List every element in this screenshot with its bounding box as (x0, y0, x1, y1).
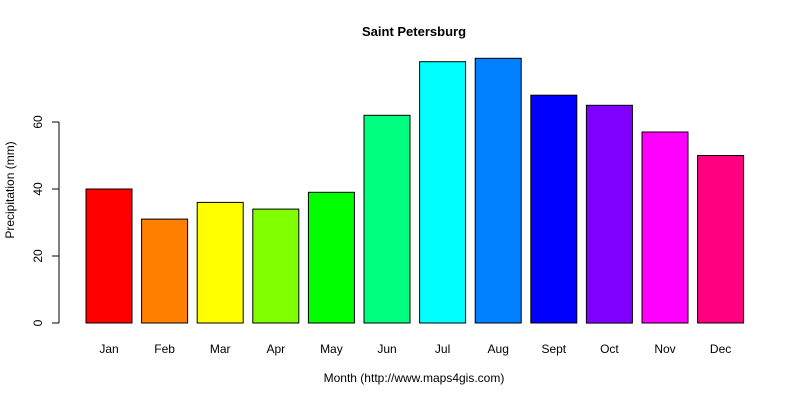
x-tick-label: Mar (210, 342, 231, 356)
x-axis-label: Month (http://www.maps4gis.com) (324, 371, 505, 385)
x-tick-label: Aug (488, 342, 509, 356)
y-tick-label: 60 (31, 115, 45, 129)
x-tick-label: Sept (541, 342, 566, 356)
bar-sept (530, 94, 578, 324)
chart-title: Saint Petersburg (362, 24, 466, 39)
x-tick-label: Nov (654, 342, 675, 356)
x-tick-label: Jan (99, 342, 118, 356)
x-tick-label: Jun (377, 342, 396, 356)
x-tick-label: Feb (154, 342, 175, 356)
x-tick-labels: Jan Feb Mar Apr May Jun Jul Aug Sept Oct Nov Dec (99, 342, 731, 356)
bar-dec (697, 155, 745, 324)
bar-jul (419, 61, 467, 324)
bar-apr (252, 208, 300, 324)
x-tick-label: Oct (600, 342, 619, 356)
bar-feb (141, 218, 189, 324)
x-tick-label: May (320, 342, 343, 356)
y-tick-label: 20 (31, 249, 45, 263)
bar-aug (474, 57, 522, 324)
x-tick-label: Jul (435, 342, 450, 356)
y-axis-label: Precipitation (mm) (3, 141, 17, 238)
x-tick-label: Dec (710, 342, 731, 356)
y-axis: 0 20 40 60 (31, 115, 60, 326)
y-tick-label: 40 (31, 182, 45, 196)
bar-may (307, 191, 355, 324)
y-tick-label: 0 (31, 319, 45, 326)
x-tick-label: Apr (266, 342, 285, 356)
bars-group (85, 57, 745, 324)
bar-jan (85, 188, 133, 324)
bar-jun (363, 114, 411, 324)
bar-oct (585, 104, 633, 324)
bar-mar (196, 201, 244, 324)
bar-nov (641, 131, 689, 324)
